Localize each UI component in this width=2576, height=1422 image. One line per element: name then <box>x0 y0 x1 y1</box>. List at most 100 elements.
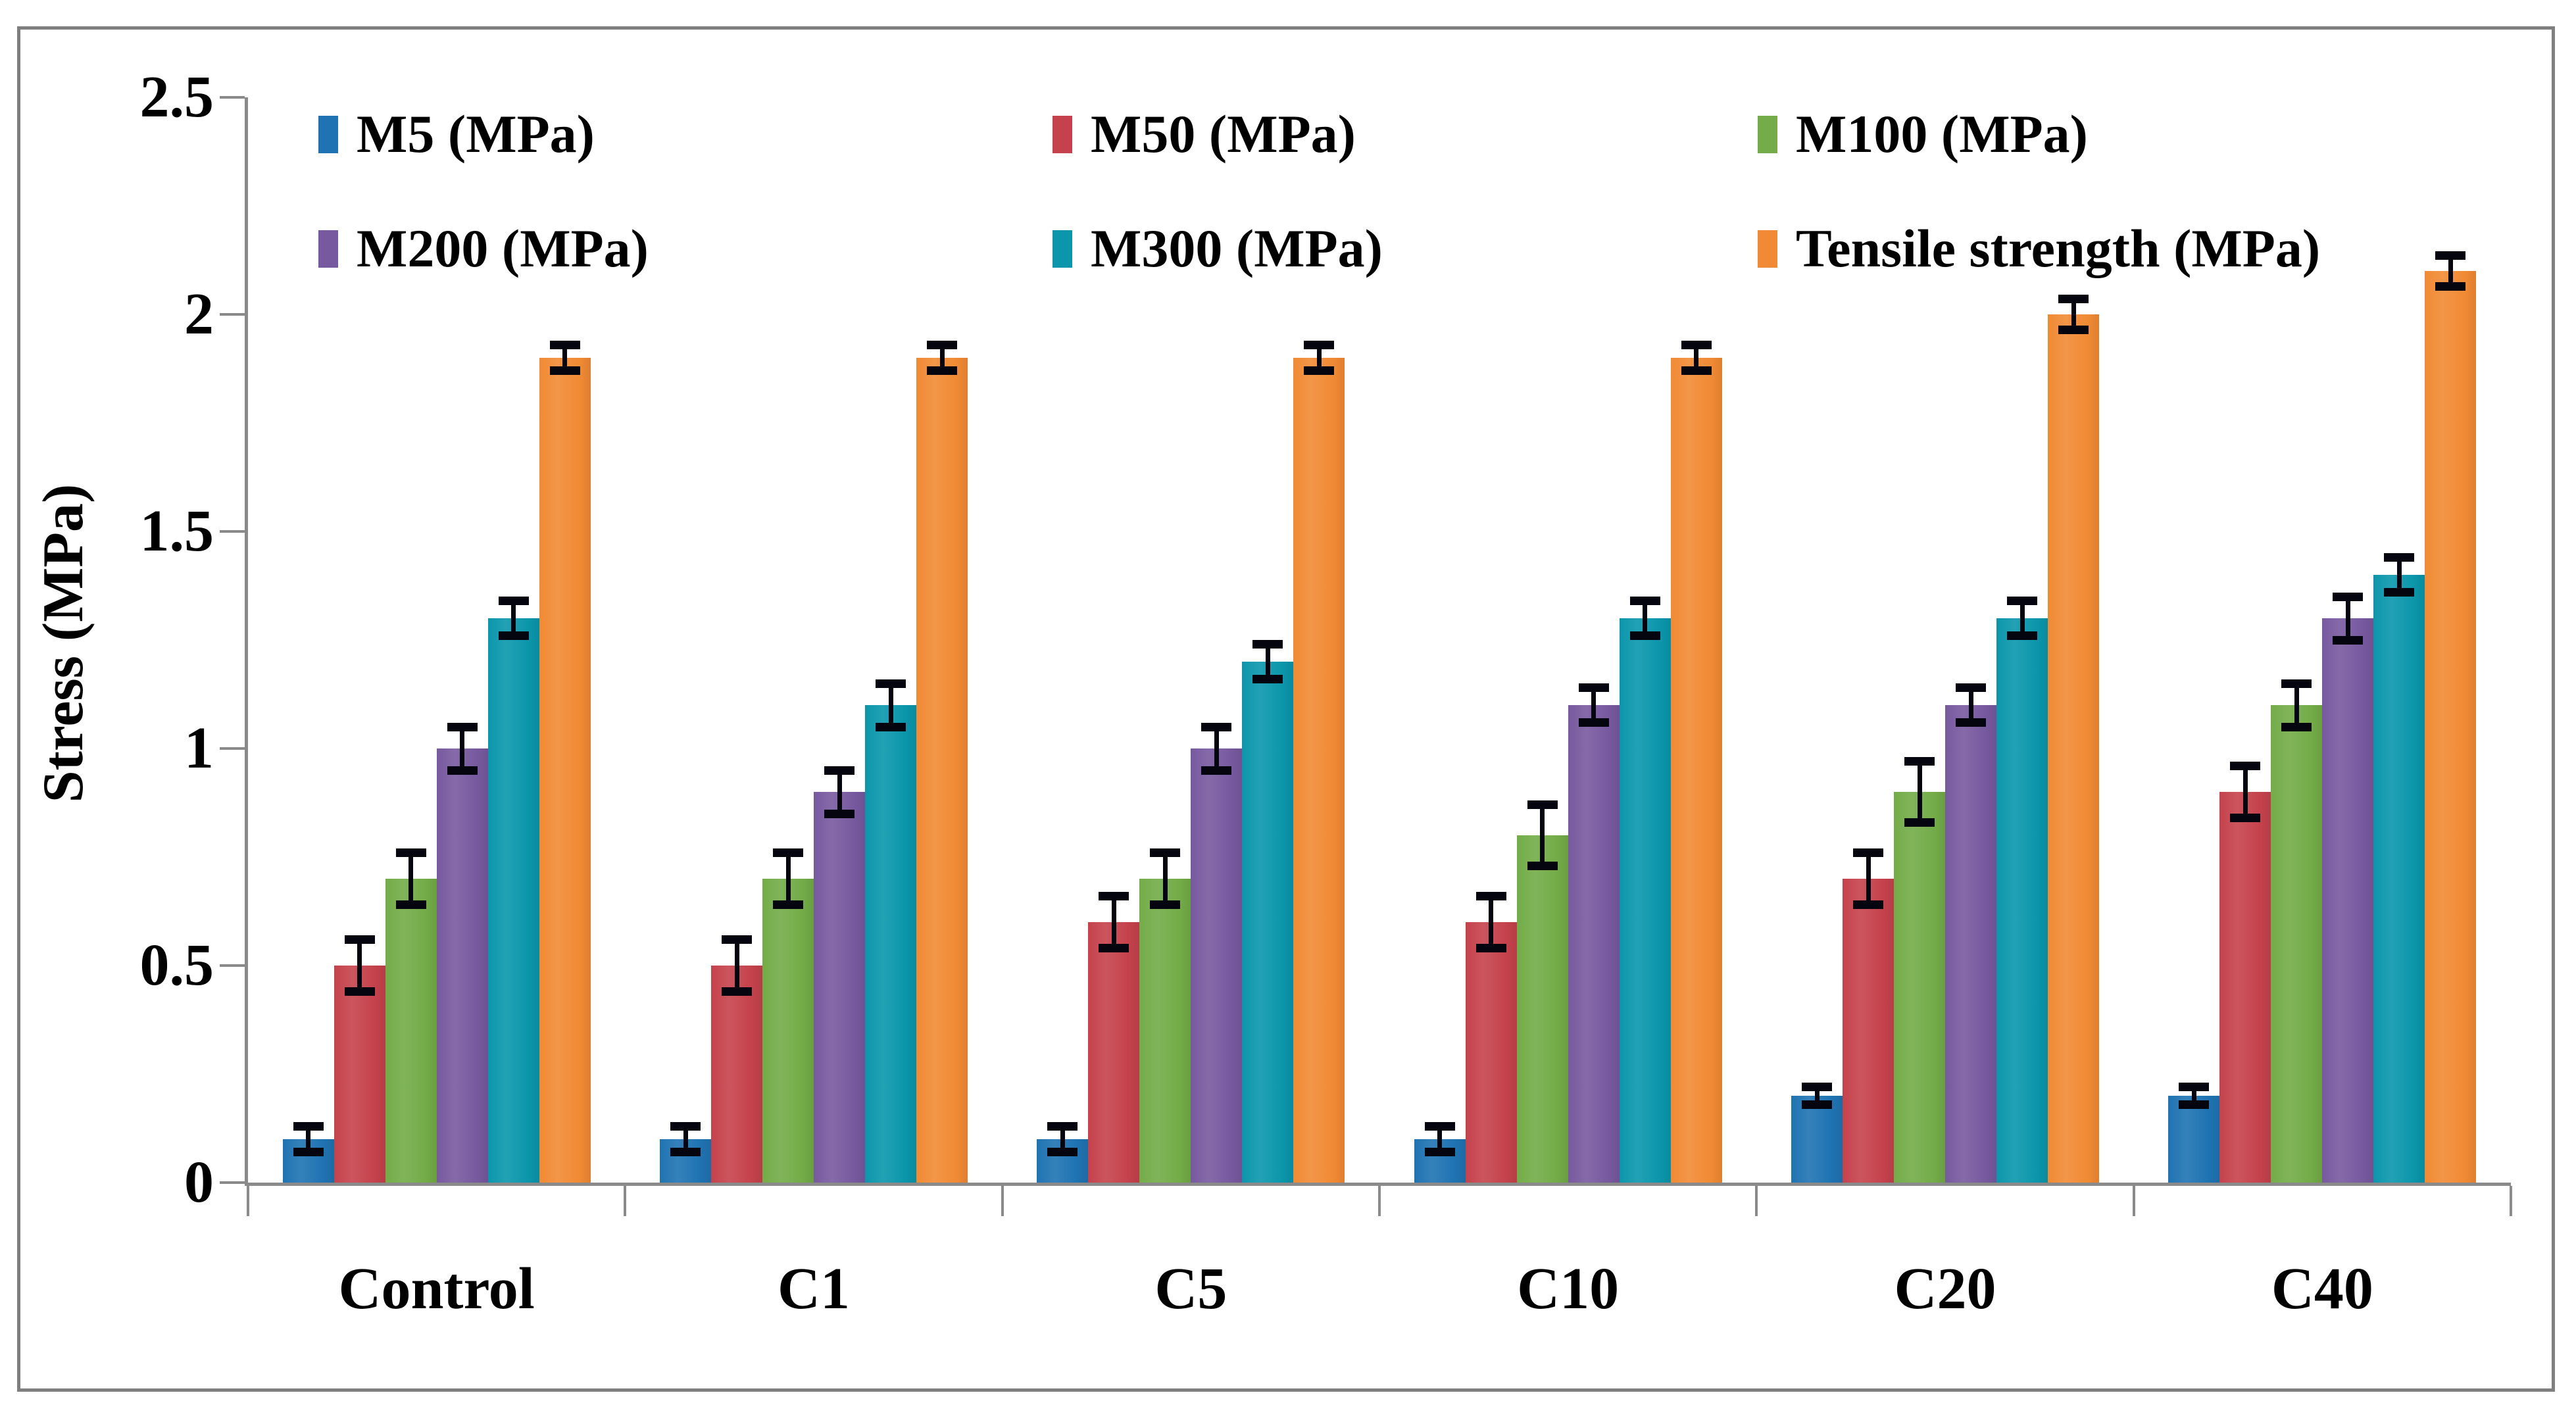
error-bar-whisker <box>785 852 791 905</box>
error-bar-whisker <box>1162 852 1168 905</box>
error-bar-whisker <box>888 683 893 727</box>
figure-border <box>17 26 2555 1392</box>
error-bar-cap-top <box>876 679 906 688</box>
error-bar-cap-bottom <box>2384 587 2415 597</box>
bar-m300-mpa--c10 <box>1619 618 1671 1183</box>
error-bar-cap-top <box>1304 340 1335 349</box>
bar-m200-mpa--c10 <box>1568 705 1620 1183</box>
error-bar-whisker <box>2242 766 2248 818</box>
error-bar-whisker <box>1214 727 1219 770</box>
error-bar-cap-bottom <box>344 987 375 996</box>
bar-m300-mpa--c1 <box>865 705 916 1183</box>
error-bar-cap-bottom <box>1956 718 1986 727</box>
y-tick <box>220 96 245 99</box>
error-bar-whisker <box>2071 299 2076 330</box>
y-tick-label: 0.5 <box>139 933 214 998</box>
error-bar-cap-bottom <box>1252 674 1283 683</box>
error-bar-cap-bottom <box>1629 631 1660 640</box>
bar-m50-mpa--c10 <box>1465 922 1517 1183</box>
y-tick-label: 2.5 <box>139 64 214 130</box>
x-tick <box>1755 1186 1758 1216</box>
error-bar-cap-top <box>293 1121 324 1131</box>
bar-m100-mpa--c10 <box>1516 835 1568 1183</box>
error-bar-cap-bottom <box>1424 1148 1455 1157</box>
error-bar-whisker <box>1643 601 1648 636</box>
error-bar-cap-top <box>2384 553 2415 562</box>
error-bar-cap-bottom <box>2007 631 2037 640</box>
error-bar-cap-bottom <box>1527 861 1558 870</box>
bar-m300-mpa--c5 <box>1242 662 1294 1183</box>
error-bar-whisker <box>2345 597 2350 640</box>
bar-m200-mpa--c1 <box>814 792 865 1183</box>
error-bar-cap-top <box>447 722 478 731</box>
error-bar-cap-top <box>2281 679 2312 688</box>
error-bar-whisker <box>306 1126 311 1152</box>
y-tick <box>220 747 245 750</box>
x-axis-line <box>245 1183 2511 1186</box>
x-category-label: C10 <box>1517 1256 1620 1321</box>
legend-color-swatch <box>1053 230 1072 268</box>
error-bar-cap-bottom <box>876 722 906 731</box>
bar-m50-mpa--c5 <box>1088 922 1140 1183</box>
error-bar-cap-top <box>1201 722 1232 731</box>
bar-m100-mpa--c5 <box>1139 879 1191 1183</box>
bar-m100-mpa--control <box>385 879 437 1183</box>
bar-m100-mpa--c40 <box>2271 705 2323 1183</box>
x-tick <box>247 1186 249 1216</box>
bar-m5-mpa--c20 <box>1791 1096 1843 1183</box>
error-bar-whisker <box>1814 1087 1820 1105</box>
error-bar-cap-top <box>1099 891 1129 900</box>
error-bar-cap-bottom <box>773 900 803 910</box>
y-tick <box>220 964 245 967</box>
x-tick <box>1378 1186 1381 1216</box>
bar-m50-mpa--c40 <box>2219 792 2271 1183</box>
error-bar-cap-top <box>1475 891 1506 900</box>
bar-m200-mpa--c5 <box>1191 748 1243 1183</box>
y-tick <box>220 1181 245 1184</box>
error-bar-cap-bottom <box>722 987 752 996</box>
error-bar-cap-top <box>1424 1121 1455 1131</box>
error-bar-whisker <box>357 939 362 992</box>
error-bar-cap-top <box>1853 848 1883 857</box>
error-bar-cap-top <box>1681 340 1712 349</box>
x-category-label: Control <box>338 1256 535 1321</box>
error-bar-cap-bottom <box>2333 635 2364 645</box>
y-tick <box>220 530 245 533</box>
error-bar-cap-top <box>344 935 375 944</box>
error-bar-whisker <box>1968 687 1973 723</box>
error-bar-cap-bottom <box>1047 1148 1078 1157</box>
error-bar-whisker <box>409 852 414 905</box>
x-category-label: C5 <box>1154 1256 1227 1321</box>
bar-tensile-strength-mpa--c1 <box>916 358 968 1183</box>
error-bar-cap-top <box>2435 251 2466 260</box>
error-bar-cap-top <box>824 766 855 775</box>
error-bar-whisker <box>2396 557 2402 593</box>
error-bar-whisker <box>2019 601 2025 636</box>
error-bar-cap-top <box>1904 757 1935 766</box>
error-bar-cap-top <box>2333 592 2364 601</box>
error-bar-cap-top <box>1527 800 1558 810</box>
error-bar-cap-top <box>1629 597 1660 606</box>
error-bar-cap-bottom <box>2058 325 2089 334</box>
x-tick <box>624 1186 627 1216</box>
legend-color-swatch <box>318 115 338 153</box>
x-tick <box>1001 1186 1004 1216</box>
error-bar-whisker <box>1917 761 1922 823</box>
legend-label: M200 (MPa) <box>357 218 649 278</box>
error-bar-whisker <box>1437 1126 1443 1152</box>
x-tick <box>2132 1186 2135 1216</box>
error-bar-cap-top <box>498 597 529 606</box>
error-bar-cap-bottom <box>2281 722 2312 731</box>
legend-color-swatch <box>1053 115 1072 153</box>
error-bar-cap-bottom <box>2179 1100 2210 1109</box>
x-category-label: C1 <box>778 1256 850 1321</box>
bar-m100-mpa--c1 <box>762 879 814 1183</box>
error-bar-cap-top <box>2058 295 2089 304</box>
error-bar-whisker <box>837 770 842 814</box>
error-bar-whisker <box>562 345 568 371</box>
error-bar-cap-top <box>1047 1121 1078 1131</box>
error-bar-cap-top <box>1150 848 1181 857</box>
error-bar-cap-top <box>549 340 580 349</box>
error-bar-cap-bottom <box>549 366 580 376</box>
